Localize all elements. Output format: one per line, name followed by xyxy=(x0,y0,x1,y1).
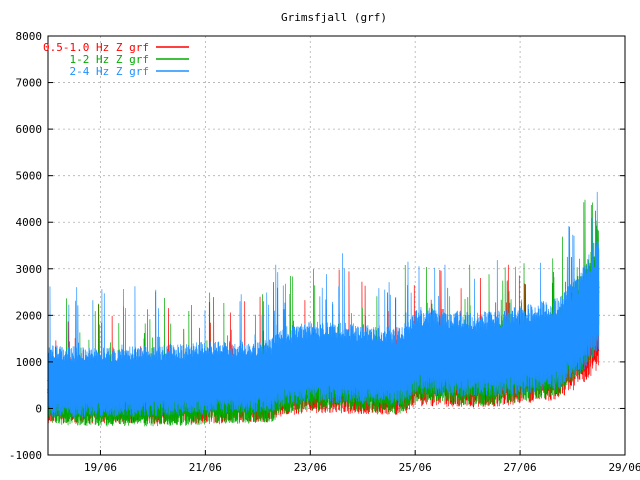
y-tick-label: 7000 xyxy=(16,77,43,90)
y-tick-label: 4000 xyxy=(16,216,43,229)
legend-label-red: 0.5-1.0 Hz Z grf xyxy=(43,41,149,54)
x-tick-label: 25/06 xyxy=(399,461,432,474)
chart-title: Grimsfjall (grf) xyxy=(281,11,387,24)
x-tick-label: 23/06 xyxy=(294,461,327,474)
y-tick-label: 3000 xyxy=(16,263,43,276)
series-point-2 xyxy=(558,342,561,345)
series-point-2 xyxy=(99,382,102,384)
series-point-2 xyxy=(309,361,312,363)
series-point-2 xyxy=(270,375,272,377)
series-point-2 xyxy=(479,354,482,356)
x-tick-label: 27/06 xyxy=(504,461,537,474)
y-tick-label: 5000 xyxy=(16,170,43,183)
legend-label-green: 1-2 Hz Z grf xyxy=(70,53,149,66)
plot-frame xyxy=(47,35,626,456)
legend-label-blue: 2-4 Hz Z grf xyxy=(70,65,149,78)
x-tick-label: 21/06 xyxy=(189,461,222,474)
series-point-2 xyxy=(584,314,587,317)
x-tick-label: 19/06 xyxy=(84,461,117,474)
x-tick-label: 29/06 xyxy=(608,461,640,474)
series-point-2 xyxy=(375,363,377,366)
series-point-2 xyxy=(519,349,521,352)
y-tick-label: -1000 xyxy=(9,449,42,462)
y-tick-label: 0 xyxy=(35,402,42,415)
series-point-2 xyxy=(283,365,285,368)
y-tick-label: 8000 xyxy=(16,30,43,43)
y-tick-label: 2000 xyxy=(16,309,43,322)
series-point-2 xyxy=(597,291,600,293)
series-trace-2 xyxy=(47,191,600,418)
y-tick-label: 6000 xyxy=(16,123,43,136)
series-point-2 xyxy=(401,365,403,368)
series-point-2 xyxy=(414,349,416,352)
legend: 0.5-1.0 Hz Z grf 1-2 Hz Z grf 2-4 Hz Z g… xyxy=(43,41,189,78)
series-point-2 xyxy=(165,379,167,382)
y-tick-label: 1000 xyxy=(16,356,43,369)
series-point-2 xyxy=(204,377,207,379)
axis-layer: -1000 0 1000 2000 3000 4000 5000 6000 7000 8000 19… xyxy=(9,30,640,474)
series-layer xyxy=(47,191,600,427)
